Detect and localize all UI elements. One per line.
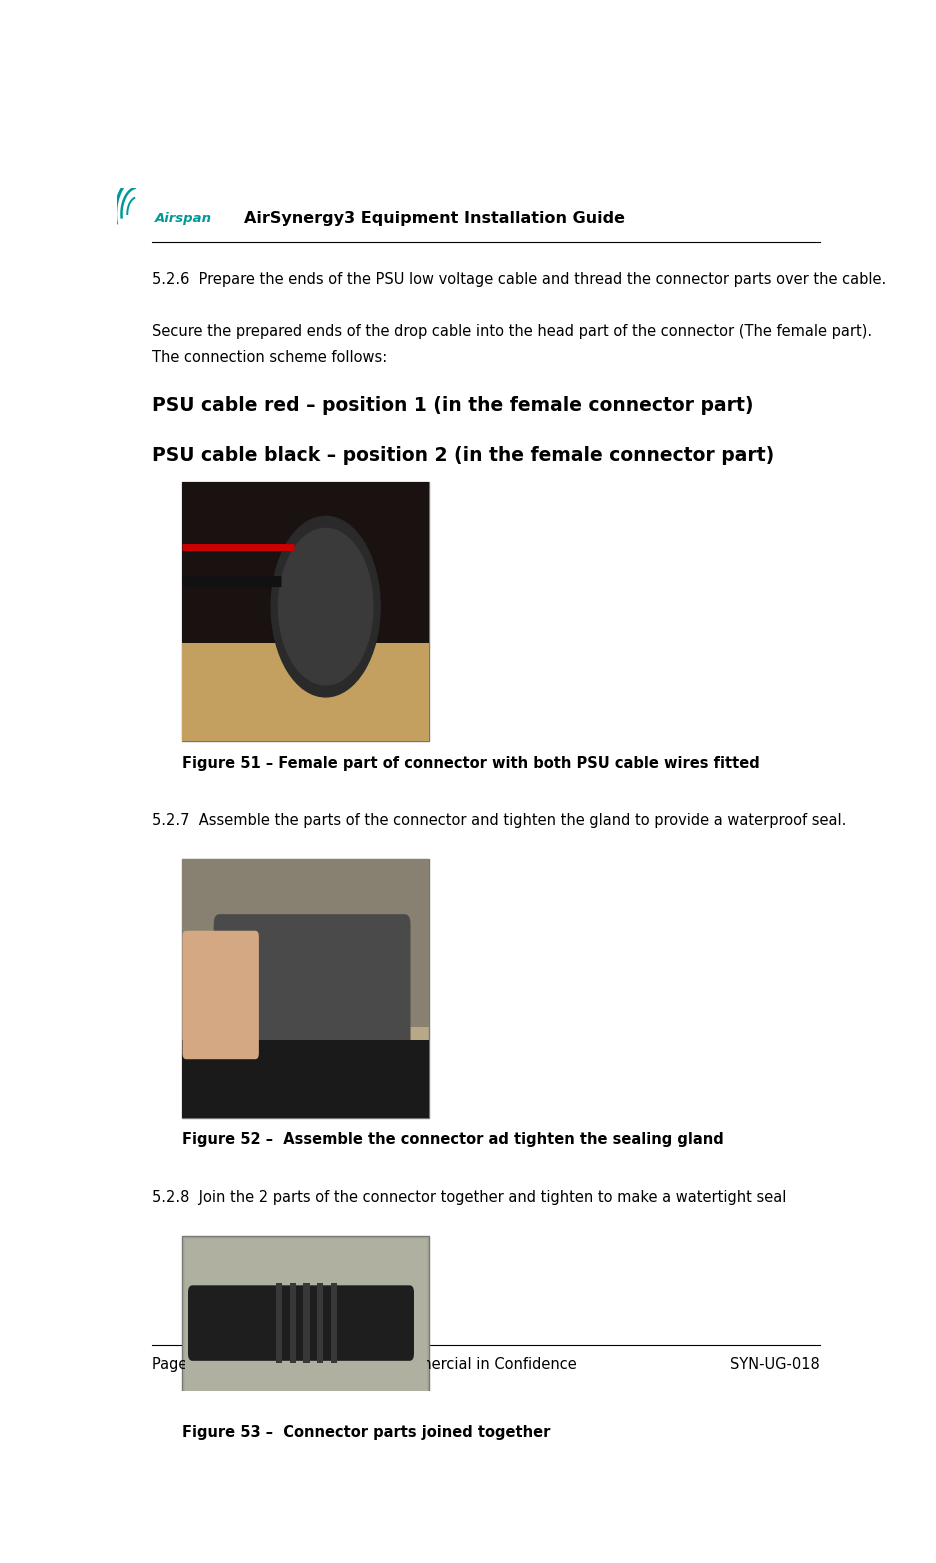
Text: Figure 51 – Female part of connector with both PSU cable wires fitted: Figure 51 – Female part of connector wit… [183, 755, 759, 771]
FancyBboxPatch shape [183, 930, 258, 1060]
Text: Commercial in Confidence: Commercial in Confidence [384, 1357, 576, 1372]
Text: Page 38 |: Page 38 | [152, 1357, 220, 1372]
Bar [330, 1283, 336, 1363]
Bar [183, 860, 429, 1027]
Text: Secure the prepared ends of the drop cable into the head part of the connector (: Secure the prepared ends of the drop cab… [152, 324, 871, 339]
Bar [316, 1283, 323, 1363]
Bar [183, 1041, 429, 1118]
Bar [183, 1236, 429, 1410]
Text: SYN-UG-018: SYN-UG-018 [729, 1357, 819, 1372]
Bar [289, 1283, 296, 1363]
FancyBboxPatch shape [188, 1285, 414, 1361]
FancyBboxPatch shape [213, 914, 410, 1050]
Bar [183, 860, 429, 1118]
Bar [276, 1283, 282, 1363]
Text: PSU cable red – position 1 (in the female connector part): PSU cable red – position 1 (in the femal… [152, 395, 753, 414]
Text: PSU cable black – position 2 (in the female connector part): PSU cable black – position 2 (in the fem… [152, 447, 773, 466]
Bar [183, 642, 429, 741]
Text: 5.2.7  Assemble the parts of the connector and tighten the gland to provide a wa: 5.2.7 Assemble the parts of the connecto… [152, 813, 845, 828]
Text: 5.2.6  Prepare the ends of the PSU low voltage cable and thread the connector pa: 5.2.6 Prepare the ends of the PSU low vo… [152, 272, 885, 286]
Text: AirSynergy3 Equipment Installation Guide: AirSynergy3 Equipment Installation Guide [244, 211, 624, 227]
Text: Airspan: Airspan [154, 213, 212, 225]
Bar [184, 1239, 427, 1407]
Text: The connection scheme follows:: The connection scheme follows: [152, 350, 387, 366]
Bar [183, 483, 429, 741]
Text: 5.2.8  Join the 2 parts of the connector together and tighten to make a watertig: 5.2.8 Join the 2 parts of the connector … [152, 1189, 785, 1205]
Circle shape [278, 528, 373, 685]
Text: Figure 53 –  Connector parts joined together: Figure 53 – Connector parts joined toget… [183, 1425, 550, 1440]
Bar [303, 1283, 309, 1363]
Text: Figure 52 –  Assemble the connector ad tighten the sealing gland: Figure 52 – Assemble the connector ad ti… [183, 1132, 724, 1147]
Bar [183, 483, 429, 642]
Circle shape [271, 516, 380, 697]
